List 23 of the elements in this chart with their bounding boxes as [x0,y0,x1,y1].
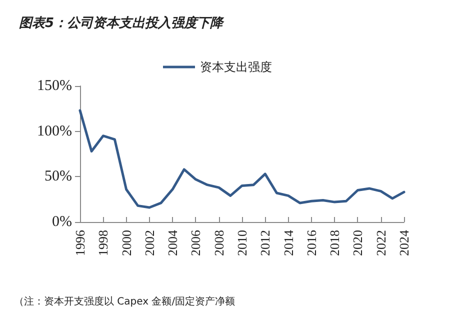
chart-title: 图表5：公司资本支出投入强度下降 [19,15,226,31]
x-tick-label: 2018 [327,230,342,256]
x-tick-label: 2006 [188,230,204,256]
x-tick-label: 1998 [96,230,111,256]
x-tick-label: 2010 [234,230,250,256]
x-tick-label: 2012 [258,230,273,256]
x-tick-label: 2008 [211,230,226,256]
y-tick-label: 50% [44,168,72,185]
legend-label: 资本支出强度 [200,60,272,74]
x-tick-label: 2016 [304,230,319,256]
y-tick-label: 0% [52,214,72,230]
x-tick-label: 2022 [373,230,388,256]
x-tick-label: 2020 [350,230,366,256]
y-tick-label: 150% [37,78,72,94]
x-tick-label: 2014 [280,230,296,256]
x-tick-label: 1996 [72,230,88,256]
line-series [78,109,406,209]
x-tick-label: 2000 [118,230,134,256]
x-tick-label: 2004 [165,230,180,256]
text: （注：资本开支强度以 Capex 金额/固定资产净额 [14,296,236,308]
y-tick-label: 100% [37,123,72,140]
x-tick-label: 2024 [396,230,412,256]
x-tick-label: 2002 [142,230,157,256]
